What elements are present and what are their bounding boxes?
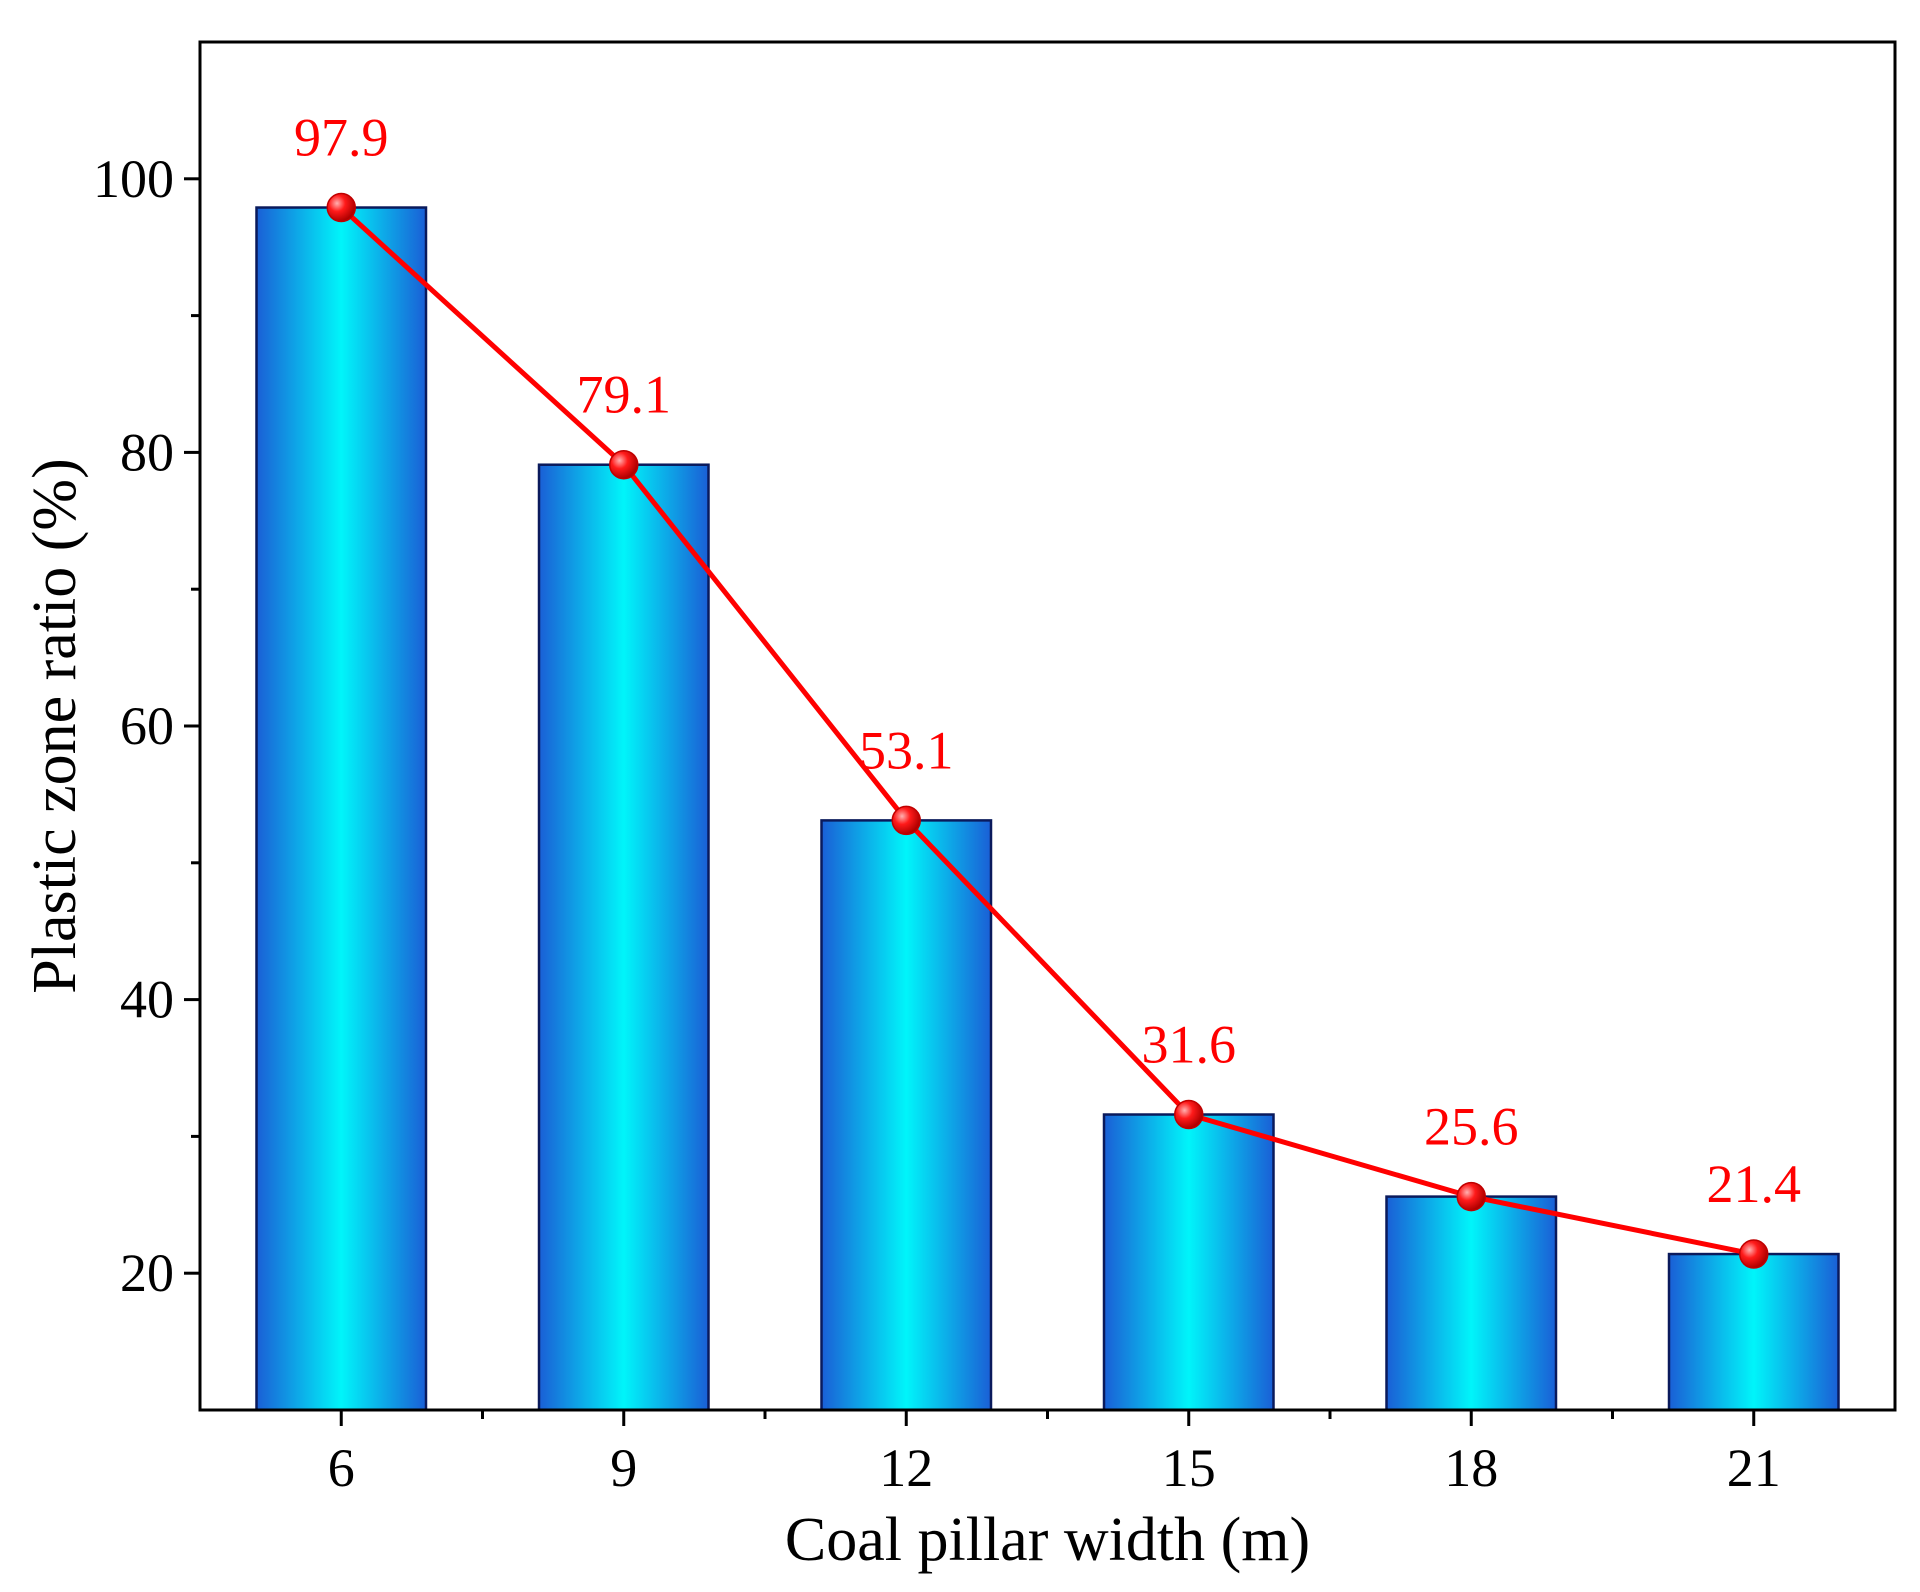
marker-6 (326, 192, 356, 223)
bar-15 (1102, 1113, 1275, 1412)
x-tick-label-18: 18 (1444, 1438, 1498, 1498)
trend-line (339, 205, 1755, 1257)
x-tick-label-6: 6 (328, 1438, 355, 1498)
marker-15 (1174, 1099, 1204, 1130)
bar-12 (820, 819, 993, 1412)
x-axis-title: Coal pillar width (m) (785, 1506, 1310, 1574)
y-tick-label-80: 80 (120, 422, 174, 482)
x-tick-label-21: 21 (1727, 1438, 1781, 1498)
marker-21 (1739, 1239, 1769, 1269)
data-label-12: 53.1 (859, 720, 954, 780)
y-tick-label-60: 60 (120, 696, 174, 756)
y-tick-label-40: 40 (120, 970, 174, 1030)
trend-line-layer (326, 192, 1769, 1269)
data-label-21: 21.4 (1707, 1154, 1802, 1214)
marker-9 (609, 449, 639, 480)
bar-18 (1385, 1195, 1558, 1412)
marker-18 (1456, 1181, 1486, 1212)
bar-21 (1667, 1252, 1840, 1412)
bar-9 (537, 463, 710, 1412)
y-tick-label-100: 100 (93, 149, 174, 209)
data-label-9: 79.1 (577, 365, 672, 425)
marker-12 (891, 805, 921, 836)
y-tick-label-20: 20 (120, 1243, 174, 1303)
labels: 97.9 79.1 53.1 31.6 25.6 21.4 (294, 108, 1801, 1215)
data-label-18: 25.6 (1424, 1097, 1519, 1157)
bars (255, 206, 1840, 1412)
x-tick-label-15: 15 (1162, 1438, 1216, 1498)
plot-frame (198, 40, 1897, 1412)
data-label-15: 31.6 (1142, 1015, 1237, 1075)
data-label-6: 97.9 (294, 108, 389, 168)
axes: 20 40 60 80 100 6 9 12 15 18 21 Coal pillar width (… (21, 40, 1897, 1574)
bar-6 (255, 206, 428, 1412)
x-tick-label-9: 9 (610, 1438, 637, 1498)
y-axis-title: Plastic zone ratio (%) (21, 458, 89, 993)
x-tick-label-12: 12 (879, 1438, 933, 1498)
